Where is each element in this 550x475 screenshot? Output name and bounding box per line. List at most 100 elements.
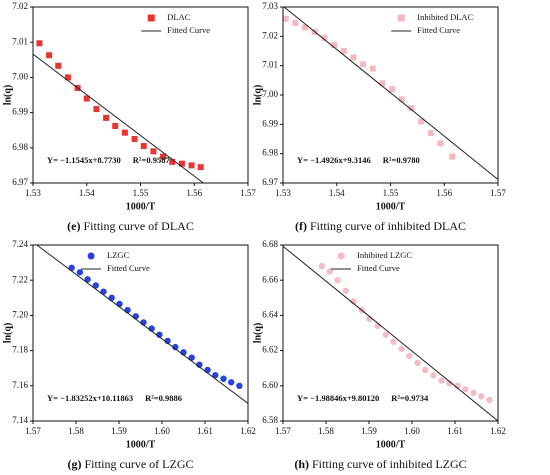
- fitted-line: [283, 7, 498, 180]
- point: [220, 375, 227, 382]
- point: [414, 359, 421, 367]
- legend-label: LZGC: [107, 250, 130, 260]
- caption: (g) Fitting curve of LZGC: [68, 457, 194, 471]
- legend-marker: [397, 14, 405, 22]
- legend-marker: [87, 252, 95, 260]
- x-tick-label: 1.59: [361, 426, 377, 436]
- legend-label: Fitted Curve: [107, 263, 150, 273]
- y-tick-label: 7.02: [262, 30, 278, 40]
- point: [406, 352, 413, 360]
- plot-frame: [282, 244, 499, 422]
- annotation: R²=0.9780: [383, 155, 420, 165]
- point: [84, 276, 91, 283]
- y-axis-label: ln(q): [252, 323, 263, 344]
- legend-label: Fitted Curve: [417, 25, 460, 35]
- x-tick-label: 1.55: [133, 188, 149, 198]
- annotation: Y= −1.4926x+9.3146: [297, 155, 371, 165]
- annotation: Y= −1.83252x+10.11863: [47, 393, 133, 403]
- x-tick-label: 1.58: [68, 426, 84, 436]
- y-tick-label: 7.16: [12, 380, 28, 390]
- legend-label: Inhibited DLAC: [417, 12, 473, 22]
- point: [486, 396, 493, 404]
- point: [446, 379, 453, 387]
- point: [124, 306, 131, 314]
- point: [438, 377, 445, 384]
- point: [204, 366, 211, 374]
- legend-label: Fitted Curve: [357, 263, 400, 273]
- caption: (e) Fitting curve of DLAC: [67, 219, 194, 233]
- y-tick-label: 6.99: [12, 107, 28, 117]
- point: [318, 262, 325, 270]
- point: [369, 65, 376, 72]
- point: [172, 343, 179, 351]
- point: [398, 345, 405, 353]
- y-axis-label: ln(q): [2, 323, 13, 344]
- x-tick-label: 1.53: [275, 188, 291, 198]
- point: [302, 24, 309, 31]
- caption-text: Fitting curve of inhibited LZGC: [312, 457, 467, 471]
- point: [422, 366, 429, 374]
- point: [68, 264, 75, 272]
- point: [382, 331, 389, 338]
- x-tick-label: 1.60: [404, 426, 420, 436]
- x-tick-label: 1.55: [383, 188, 399, 198]
- legend-marker: [147, 14, 155, 22]
- point: [360, 61, 367, 68]
- point: [462, 386, 469, 393]
- y-tick-label: 6.68: [262, 239, 278, 249]
- point: [321, 34, 328, 41]
- point: [131, 136, 138, 142]
- y-tick-label: 6.66: [262, 274, 278, 284]
- point: [398, 96, 405, 103]
- annotation: R²=0.9886: [145, 393, 182, 403]
- fitted-line: [33, 53, 204, 183]
- fitted-line: [36, 245, 248, 404]
- fitted-line: [283, 245, 498, 421]
- y-tick-label: 6.62: [262, 345, 278, 355]
- point: [478, 393, 485, 400]
- point: [160, 153, 167, 160]
- point: [390, 338, 397, 345]
- point: [140, 143, 147, 150]
- point: [188, 354, 195, 361]
- point: [36, 40, 43, 47]
- y-tick-label: 7.00: [262, 89, 278, 99]
- y-tick-label: 7.01: [262, 60, 278, 70]
- y-tick-label: 7.18: [12, 345, 28, 355]
- point: [188, 162, 195, 169]
- y-tick-label: 7.03: [262, 1, 278, 11]
- caption-text: Fitting curve of LZGC: [85, 457, 194, 471]
- point: [83, 95, 90, 102]
- point: [164, 337, 171, 345]
- x-tick-label: 1.56: [436, 188, 452, 198]
- point: [212, 372, 219, 379]
- point: [379, 80, 386, 87]
- y-tick-label: 7.20: [12, 309, 28, 319]
- point: [92, 282, 99, 289]
- point: [121, 129, 128, 136]
- x-tick-label: 1.54: [79, 188, 95, 198]
- x-axis-label: 1000/T: [126, 201, 156, 212]
- y-tick-label: 7.14: [12, 415, 28, 425]
- point: [112, 122, 119, 129]
- point: [331, 42, 338, 49]
- point: [418, 118, 425, 125]
- point: [342, 287, 349, 294]
- y-tick-label: 6.98: [12, 142, 28, 152]
- x-tick-label: 1.53: [25, 188, 41, 198]
- plot-area: [36, 245, 248, 404]
- y-tick-label: 6.97: [12, 177, 28, 187]
- point: [334, 277, 341, 284]
- legend-label: Inhibited LZGC: [357, 250, 412, 260]
- x-tick-label: 1.54: [329, 188, 345, 198]
- point: [389, 86, 396, 93]
- point: [326, 268, 334, 275]
- point: [64, 74, 71, 81]
- x-axis-label: 1000/T: [376, 439, 406, 450]
- caption-text: Fitting curve of inhibited DLAC: [310, 219, 466, 233]
- caption-text: Fitting curve of DLAC: [84, 219, 194, 233]
- y-axis-label: ln(q): [252, 85, 263, 106]
- point: [169, 158, 176, 165]
- y-tick-label: 6.98: [262, 148, 278, 158]
